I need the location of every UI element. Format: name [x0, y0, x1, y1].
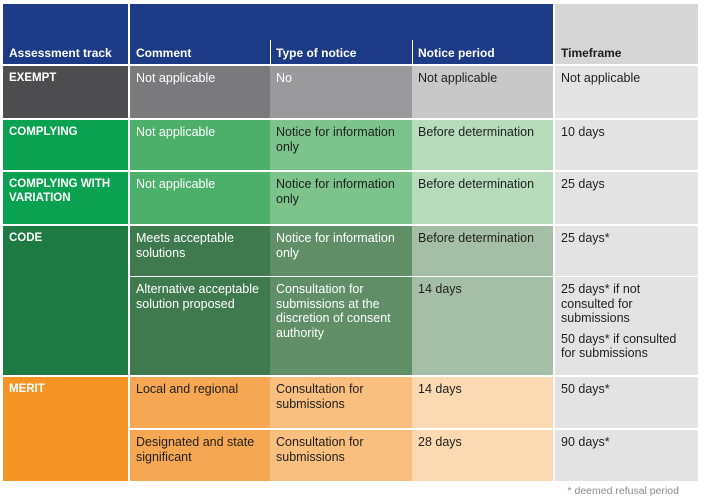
- row-code-track: CODE: [3, 226, 128, 375]
- complying-type-text: Notice for information only: [276, 125, 395, 154]
- code-type-1-text: Notice for information only: [276, 231, 395, 260]
- row-exempt-timeframe: Not applicable: [555, 66, 698, 118]
- row-merit-comment-1: Local and regional: [130, 377, 270, 428]
- row-merit-period-2: 28 days: [412, 430, 553, 481]
- code-timeframe-1-text: 25 days*: [561, 231, 610, 245]
- row-merit-type-2: Consultation for submissions: [270, 430, 412, 481]
- row-complying-variation-timeframe: 25 days: [555, 172, 698, 224]
- row-merit-timeframe-2: 90 days*: [555, 430, 698, 481]
- header-divider-2: [412, 40, 413, 64]
- complying-variation-track-label: COMPLYING WITH VARIATION: [9, 178, 111, 204]
- merit-period-2-text: 28 days: [418, 435, 462, 449]
- code-type-2-text: Consultation for submissions at the disc…: [276, 282, 391, 340]
- complying-variation-period-text: Before determination: [418, 177, 535, 191]
- complying-variation-type-text: Notice for information only: [276, 177, 395, 206]
- row-merit-comment-2: Designated and state significant: [130, 430, 270, 481]
- code-track-label: CODE: [9, 232, 43, 244]
- code-comment-2-text: Alternative acceptable solution proposed: [136, 282, 259, 311]
- row-complying-type: Notice for information only: [270, 120, 412, 170]
- row-complying-comment: Not applicable: [130, 120, 270, 170]
- header-type-of-notice: Type of notice: [270, 4, 412, 64]
- code-timeframe-2a-text: 25 days* if not consulted for submission…: [561, 282, 641, 325]
- merit-type-2-text: Consultation for submissions: [276, 435, 364, 464]
- exempt-timeframe-text: Not applicable: [561, 71, 641, 85]
- row-complying-period: Before determination: [412, 120, 553, 170]
- merit-type-1-text: Consultation for submissions: [276, 382, 364, 411]
- row-code-type-2: Consultation for submissions at the disc…: [270, 277, 412, 375]
- row-merit-timeframe-1: 50 days*: [555, 377, 698, 428]
- row-complying-variation-track: COMPLYING WITH VARIATION: [3, 172, 128, 224]
- row-complying-variation-period: Before determination: [412, 172, 553, 224]
- exempt-comment-text: Not applicable: [136, 71, 216, 85]
- row-code-comment-1: Meets acceptable solutions: [130, 226, 270, 276]
- row-code-comment-2: Alternative acceptable solution proposed: [130, 277, 270, 375]
- complying-timeframe-text: 10 days: [561, 125, 605, 139]
- code-timeframe-2b-text: 50 days* if consulted for submissions: [561, 331, 677, 361]
- row-merit-period-1: 14 days: [412, 377, 553, 428]
- merit-timeframe-1-text: 50 days*: [561, 382, 610, 396]
- footnote: * deemed refusal period: [567, 485, 680, 497]
- header-assessment-track: Assessment track: [3, 4, 128, 64]
- complying-variation-comment-text: Not applicable: [136, 177, 216, 191]
- row-complying-variation-comment: Not applicable: [130, 172, 270, 224]
- row-code-period-1: Before determination: [412, 226, 553, 276]
- header-timeframe: Timeframe: [555, 4, 698, 64]
- merit-comment-1-text: Local and regional: [136, 382, 239, 396]
- row-code-type-1: Notice for information only: [270, 226, 412, 276]
- merit-comment-2-text: Designated and state significant: [136, 435, 255, 464]
- row-code-period-2: 14 days: [412, 277, 553, 375]
- header-assessment-track-label: Assessment track: [9, 46, 112, 60]
- row-code-timeframe-1: 25 days*: [555, 226, 698, 276]
- code-period-1-text: Before determination: [418, 231, 535, 245]
- row-merit-type-1: Consultation for submissions: [270, 377, 412, 428]
- header-divider-1: [270, 40, 271, 64]
- exempt-type-text: No: [276, 71, 292, 85]
- row-exempt-track: EXEMPT: [3, 66, 128, 118]
- merit-period-1-text: 14 days: [418, 382, 462, 396]
- exempt-period-text: Not applicable: [418, 71, 498, 85]
- header-timeframe-label: Timeframe: [561, 46, 622, 60]
- row-complying-timeframe: 10 days: [555, 120, 698, 170]
- merit-track-label: MERIT: [9, 383, 45, 395]
- row-complying-track: COMPLYING: [3, 120, 128, 170]
- row-exempt-period: Not applicable: [412, 66, 553, 118]
- header-comment: Comment: [130, 4, 270, 64]
- row-exempt-comment: Not applicable: [130, 66, 270, 118]
- complying-comment-text: Not applicable: [136, 125, 216, 139]
- header-notice-period-label: Notice period: [418, 46, 495, 60]
- row-merit-track: MERIT: [3, 377, 128, 481]
- code-period-2-text: 14 days: [418, 282, 462, 296]
- merit-timeframe-2-text: 90 days*: [561, 435, 610, 449]
- exempt-track-label: EXEMPT: [9, 72, 57, 84]
- complying-period-text: Before determination: [418, 125, 535, 139]
- header-notice-period: Notice period: [412, 4, 553, 64]
- complying-track-label: COMPLYING: [9, 126, 78, 138]
- row-complying-variation-type: Notice for information only: [270, 172, 412, 224]
- code-comment-1-text: Meets acceptable solutions: [136, 231, 234, 260]
- row-code-timeframe-2: 25 days* if not consulted for submission…: [555, 277, 698, 375]
- header-type-of-notice-label: Type of notice: [276, 46, 357, 60]
- header-comment-label: Comment: [136, 46, 192, 60]
- complying-variation-timeframe-text: 25 days: [561, 177, 605, 191]
- row-exempt-type: No: [270, 66, 412, 118]
